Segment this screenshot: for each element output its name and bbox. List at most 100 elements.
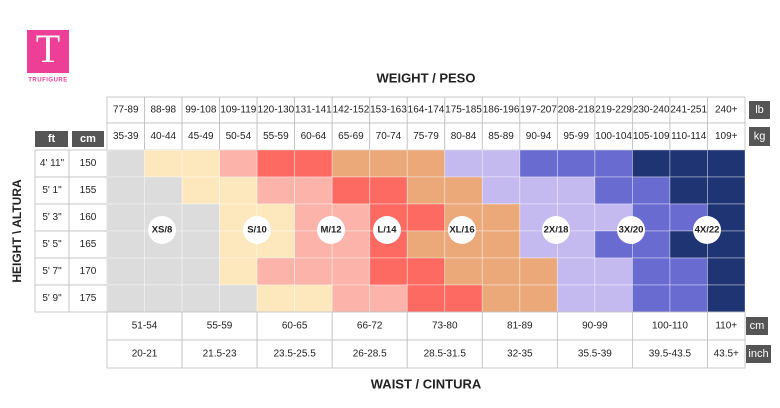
waist-cm: 60-65: [282, 321, 308, 332]
size-cell: [106, 149, 145, 178]
weight-cell: [444, 96, 483, 124]
size-cell: [406, 230, 446, 259]
size-cell: [106, 284, 145, 313]
size-cell: [181, 203, 220, 232]
size-cell: [632, 149, 671, 178]
waist-cm: 51-54: [132, 321, 158, 332]
size-badge: [373, 216, 401, 244]
weight-cell: [669, 96, 708, 124]
size-cell: [181, 284, 220, 313]
waist-cm: 55-59: [207, 321, 233, 332]
size-cell: [331, 149, 371, 178]
size-badge: [693, 216, 721, 244]
weight-lb: 240+: [715, 105, 738, 116]
weight-kg: 50-54: [226, 131, 252, 142]
waist-cm: 90-99: [582, 321, 608, 332]
size-badge: [148, 216, 176, 244]
weight-kg: 65-69: [338, 131, 364, 142]
weight-title: WEIGHT / PESO: [377, 70, 476, 85]
weight-lb: 197-207: [520, 105, 557, 116]
size-cell: [181, 257, 220, 286]
waist-cell: [406, 339, 483, 369]
waist-cell: [481, 339, 558, 369]
waist-cm: 81-89: [507, 321, 533, 332]
waist-inch: 32-35: [507, 349, 533, 360]
size-cell: [632, 257, 671, 286]
height-cm: 150: [80, 158, 97, 169]
size-cell: [294, 284, 333, 313]
waist-cm: 110+: [715, 321, 737, 332]
size-cell: [219, 176, 258, 205]
logo-brand: TRUFIGURE: [28, 78, 68, 84]
size-cell: [556, 284, 596, 313]
unit-label: cm: [750, 320, 765, 332]
weight-lb: 109-119: [220, 105, 256, 116]
waist-cm: 73-80: [432, 321, 458, 332]
size-cell: [369, 176, 408, 205]
size-cell: [144, 176, 183, 205]
size-cell: [256, 176, 296, 205]
weight-lb: 153-163: [370, 105, 407, 116]
waist-cell: [632, 339, 708, 369]
size-cell: [331, 230, 371, 259]
logo-letter: T: [36, 26, 60, 71]
size-label: 2X/18: [544, 225, 569, 236]
waist-cm: 100-110: [652, 321, 688, 332]
weight-cell: [181, 122, 220, 151]
size-cell: [219, 284, 258, 313]
size-cell: [106, 176, 145, 205]
size-cell: [519, 176, 558, 205]
size-badge: [448, 216, 476, 244]
size-cell: [406, 149, 446, 178]
size-label: S/10: [247, 225, 267, 236]
weight-kg: 60-64: [301, 131, 327, 142]
weight-lb: 164-174: [408, 105, 445, 116]
unit-box: [749, 101, 770, 119]
height-ft: 5' 9": [42, 293, 62, 304]
weight-cell: [406, 122, 446, 151]
height-ft: 5' 3": [42, 212, 62, 223]
size-cell: [481, 230, 521, 259]
size-cell: [519, 149, 558, 178]
size-label: M/12: [320, 225, 341, 236]
size-cell: [519, 257, 558, 286]
size-cell: [481, 284, 521, 313]
size-cell: [331, 284, 371, 313]
size-cell: [556, 176, 596, 205]
height-cell: [68, 284, 108, 313]
waist-cell: [256, 311, 333, 341]
size-cell: [669, 176, 708, 205]
weight-cell: [481, 122, 521, 151]
size-label: XL/16: [449, 225, 474, 236]
height-ft: 5' 7": [42, 266, 62, 277]
size-cell: [707, 257, 746, 286]
weight-lb: 88-98: [151, 105, 177, 116]
weight-cell: [181, 96, 220, 124]
weight-cell: [369, 96, 408, 124]
weight-kg: 55-59: [263, 131, 289, 142]
weight-kg: 35-39: [113, 131, 139, 142]
weight-kg: 70-74: [376, 131, 402, 142]
size-cell: [294, 257, 333, 286]
height-cm: 165: [80, 239, 97, 250]
height-ft: 5' 5": [42, 239, 62, 250]
unit-box: [749, 127, 770, 146]
size-cell: [556, 149, 596, 178]
weight-cell: [369, 122, 408, 151]
weight-cell: [106, 122, 145, 151]
waist-cell: [556, 339, 633, 369]
waist-inch: 26-28.5: [353, 349, 387, 360]
weight-lb: 99-108: [185, 105, 217, 116]
weight-lb: 175-185: [445, 105, 482, 116]
waist-inch: 23.5-25.5: [274, 349, 317, 360]
size-cell: [369, 149, 408, 178]
unit-label: lb: [755, 104, 764, 116]
height-title: HEIGHT \ ALTURA: [10, 179, 24, 283]
size-cell: [707, 149, 746, 178]
size-cell: [669, 257, 708, 286]
size-label: 3X/20: [619, 225, 644, 236]
weight-lb: 186-196: [483, 105, 520, 116]
weight-cell: [406, 96, 446, 124]
size-cell: [406, 203, 446, 232]
